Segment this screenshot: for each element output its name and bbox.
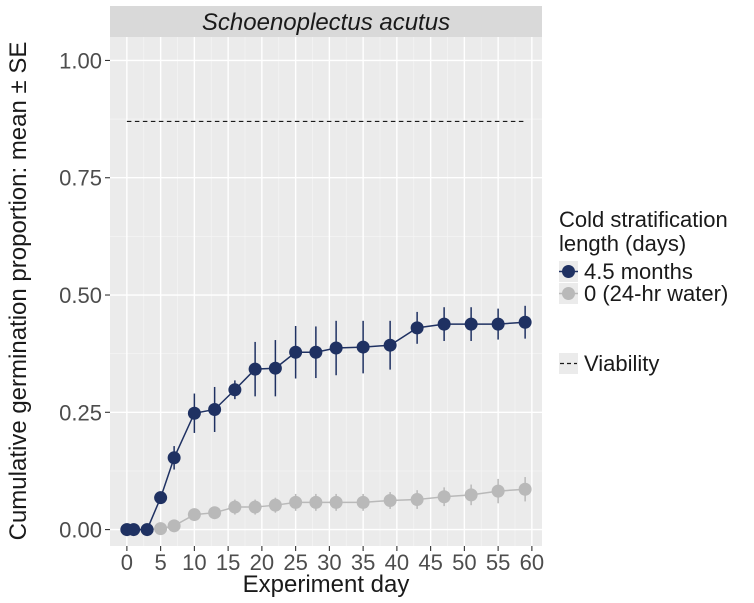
data-point [356,495,370,509]
data-point [167,451,181,465]
data-point [208,506,222,520]
x-tick-label: 40 [385,550,409,575]
data-point [208,402,222,416]
x-tick-label: 25 [283,550,307,575]
x-tick-label: 30 [317,550,341,575]
data-point [228,383,242,397]
data-point [518,315,532,329]
data-point [167,519,181,533]
data-point [464,488,478,502]
legend: Cold stratification length (days) 4.5 mo… [559,207,728,376]
series-water-control [120,477,532,537]
data-point [410,493,424,507]
x-axis: 0 5 10 15 20 25 30 35 40 45 50 55 60 [121,546,544,575]
y-axis-title: Cumulative germination proportion: mean … [5,42,32,541]
legend-label-viability: Viability [584,351,659,376]
facet-strip [110,6,542,37]
x-tick-label: 50 [452,550,476,575]
data-point [289,495,303,509]
data-point [491,317,505,331]
x-tick-label: 45 [418,550,442,575]
y-tick-label: 0.75 [59,166,102,191]
data-point [309,495,323,509]
plot-panel [110,37,542,546]
data-point [437,317,451,331]
data-point [228,500,242,514]
data-point [187,406,201,420]
data-point [518,482,532,496]
series-layer [120,305,532,537]
data-point [268,498,282,512]
x-tick-label: 35 [351,550,375,575]
data-point [491,484,505,498]
data-point [289,345,303,359]
x-tick-label: 5 [155,550,167,575]
legend-key-dot-1 [562,265,575,278]
data-point [154,522,168,536]
y-tick-label: 0.00 [59,518,102,543]
y-tick-label: 1.00 [59,48,102,73]
data-point [187,508,201,522]
x-tick-label: 60 [520,550,544,575]
data-point [464,317,478,331]
data-point [154,491,168,505]
data-point [383,493,397,507]
y-tick-label: 0.50 [59,283,102,308]
legend-label-2: 0 (24-hr water) [584,281,728,306]
x-tick-label: 15 [216,550,240,575]
y-axis: 0.00 0.25 0.50 0.75 1.00 [59,48,110,543]
legend-title-line1: Cold stratification [559,207,728,232]
legend-title-line2: length (days) [559,231,686,256]
series-cold-stratified [120,305,532,537]
grid-minor [110,37,542,546]
data-point [356,340,370,354]
data-point [309,345,323,359]
x-tick-label: 55 [486,550,510,575]
x-axis-title: Experiment day [243,571,410,598]
data-point [329,495,343,509]
legend-key-dot-2 [562,287,575,300]
data-point [329,341,343,355]
data-point [383,338,397,352]
x-tick-label: 10 [182,550,206,575]
facet-title: Schoenoplectus acutus [202,9,450,36]
y-tick-label: 0.25 [59,400,102,425]
data-point [437,490,451,504]
x-tick-label: 20 [250,550,274,575]
data-point [410,321,424,335]
data-point [140,523,154,537]
data-point [268,361,282,375]
data-point [127,523,141,537]
data-point [248,362,262,376]
data-point [248,500,262,514]
legend-label-1: 4.5 months [584,259,693,284]
x-tick-label: 0 [121,550,133,575]
